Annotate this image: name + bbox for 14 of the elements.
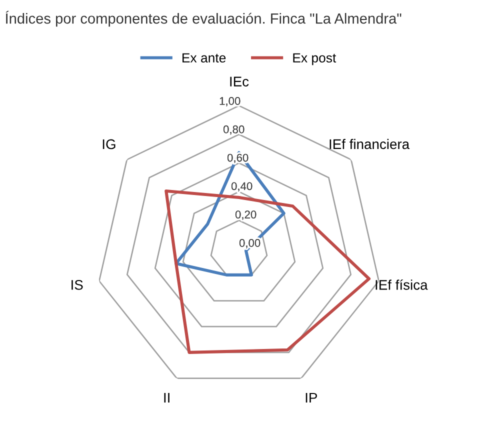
spoke-label: IS [72,280,83,290]
y-tick-label: 0,40 [231,182,252,192]
y-tick-label: 1,00 [220,97,240,106]
legend-label: Ex post [293,53,336,66]
spoke-label: IEc [230,76,249,86]
chart-title: Índices por componentes de evaluación. Finca "La Almendra" [6,10,402,27]
y-tick-label: 0,20 [235,210,256,220]
spoke-label: IEf física [376,279,428,290]
legend-label: Ex ante [182,53,226,63]
y-tick-label: 0,80 [223,125,244,135]
spoke-label: II [164,392,170,403]
spoke-label: IP [306,392,317,403]
spoke-label: IG [102,139,116,150]
spoke-label: IEf financiera [330,138,410,150]
